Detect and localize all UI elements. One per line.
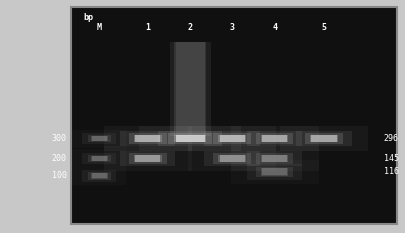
Bar xyxy=(87,172,111,180)
Bar xyxy=(72,150,126,167)
Bar xyxy=(220,155,245,162)
Bar xyxy=(134,155,162,162)
Text: 4: 4 xyxy=(272,24,277,32)
Bar xyxy=(296,131,352,146)
Bar xyxy=(231,146,319,171)
Bar xyxy=(261,135,288,142)
Bar xyxy=(104,146,192,171)
Bar xyxy=(120,131,175,146)
Bar xyxy=(220,135,245,142)
Bar xyxy=(213,133,251,144)
Text: 1: 1 xyxy=(145,24,150,32)
Bar xyxy=(218,135,246,142)
Bar xyxy=(135,135,160,142)
Bar xyxy=(310,135,338,142)
Bar xyxy=(129,153,167,164)
Bar xyxy=(82,170,116,182)
Text: 296: 296 xyxy=(384,134,399,143)
Bar xyxy=(104,126,192,151)
Bar xyxy=(139,126,241,151)
Bar xyxy=(213,153,251,164)
Text: 116: 116 xyxy=(384,168,399,176)
Bar xyxy=(72,167,126,185)
Bar xyxy=(176,42,205,136)
Bar xyxy=(247,151,302,166)
Bar xyxy=(205,151,260,166)
Bar xyxy=(92,136,107,141)
Text: 2: 2 xyxy=(188,24,193,32)
Bar xyxy=(218,155,246,162)
Bar xyxy=(188,146,276,171)
Bar xyxy=(174,135,207,142)
Bar xyxy=(71,7,397,224)
Bar xyxy=(129,133,167,144)
Bar xyxy=(176,135,205,142)
Bar xyxy=(280,126,368,151)
Bar xyxy=(262,168,287,175)
Bar xyxy=(262,155,287,162)
Bar xyxy=(135,155,160,162)
Bar xyxy=(247,131,302,146)
Bar xyxy=(92,156,107,161)
Text: 145: 145 xyxy=(384,154,399,163)
Text: 200: 200 xyxy=(52,154,67,163)
Bar xyxy=(256,133,293,144)
Bar xyxy=(231,160,319,184)
Bar xyxy=(82,133,116,144)
Text: 3: 3 xyxy=(230,24,234,32)
Bar xyxy=(120,151,175,166)
Bar xyxy=(87,155,111,162)
Bar xyxy=(231,126,319,151)
Bar xyxy=(92,173,107,178)
Bar xyxy=(262,135,287,142)
Bar xyxy=(170,42,211,136)
Bar xyxy=(72,130,126,148)
Bar xyxy=(256,153,293,164)
Bar xyxy=(91,173,108,179)
Text: 100: 100 xyxy=(52,171,67,180)
Bar xyxy=(256,167,293,177)
Bar xyxy=(261,168,288,176)
Bar xyxy=(261,155,288,162)
Text: 300: 300 xyxy=(52,134,67,143)
Bar xyxy=(205,131,260,146)
Bar xyxy=(91,136,108,141)
Bar xyxy=(168,133,212,144)
Bar xyxy=(91,156,108,161)
Bar xyxy=(174,42,207,136)
Bar xyxy=(82,153,116,164)
Bar xyxy=(134,135,162,142)
Text: 5: 5 xyxy=(322,24,326,32)
Text: bp: bp xyxy=(83,13,93,22)
Bar xyxy=(188,126,276,151)
Bar xyxy=(158,131,222,146)
Bar xyxy=(305,133,343,144)
Text: M: M xyxy=(97,24,102,32)
Bar xyxy=(247,164,302,180)
Bar xyxy=(87,135,111,142)
Bar xyxy=(311,135,337,142)
